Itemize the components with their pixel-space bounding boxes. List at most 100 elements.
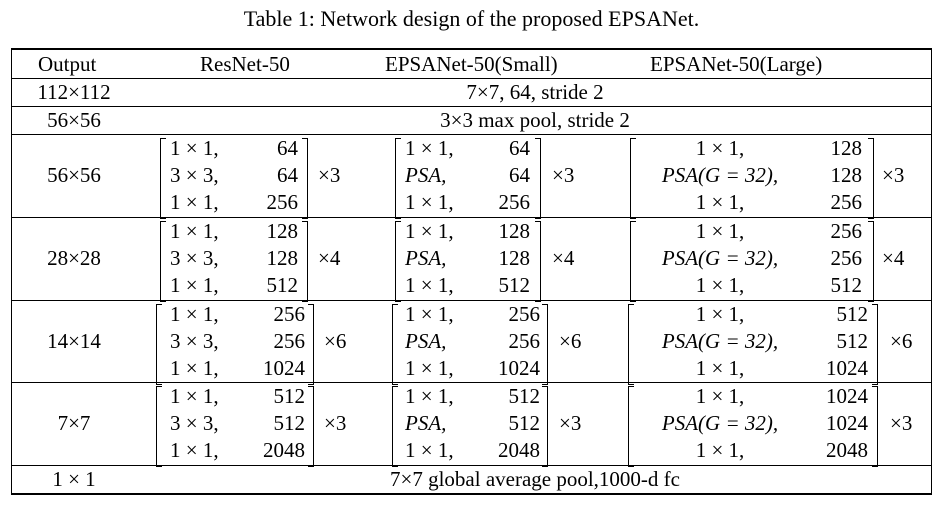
header-large: EPSANet-50(Large) xyxy=(650,52,823,76)
matrix-left-bracket xyxy=(392,386,398,467)
matrix-cell-channels: 256 xyxy=(830,246,863,270)
matrix-right-bracket xyxy=(872,386,878,467)
repeat-count: ×3 xyxy=(552,163,575,187)
matrix-cell-op: 1 × 1, xyxy=(405,273,454,297)
matrix-cell-channels: 1024 xyxy=(826,384,868,408)
matrix-cell-op: 1 × 1, xyxy=(695,273,745,297)
matrix-cell-channels: 128 xyxy=(830,136,863,160)
matrix-cell-op: 1 × 1, xyxy=(405,438,454,462)
header-output: Output xyxy=(38,52,97,76)
repeat-count: ×4 xyxy=(318,246,341,270)
matrix-cell-channels: 512 xyxy=(830,273,863,297)
top-rule xyxy=(11,48,932,50)
matrix-left-bracket xyxy=(395,221,401,302)
matrix-left-bracket xyxy=(392,304,398,385)
matrix-cell-channels: 512 xyxy=(508,384,541,408)
matrix-cell-channels: 256 xyxy=(830,190,863,214)
row-span-text: 7×7, 64, stride 2 xyxy=(466,80,604,104)
row-output-label: 1 × 1 xyxy=(52,467,96,491)
repeat-count: ×6 xyxy=(324,329,347,353)
stage-output-label: 14×14 xyxy=(47,329,101,353)
matrix-cell-op: PSA, xyxy=(405,411,447,435)
matrix-cell-channels: 256 xyxy=(508,302,541,326)
matrix-cell-channels: 256 xyxy=(830,219,863,243)
matrix-right-bracket xyxy=(302,138,308,219)
matrix-left-bracket xyxy=(395,138,401,219)
row-rule xyxy=(11,217,932,218)
matrix-cell-op: 1 × 1, xyxy=(405,190,454,214)
matrix-cell-channels: 128 xyxy=(498,246,531,270)
matrix-left-bracket xyxy=(160,221,166,302)
matrix-right-bracket xyxy=(535,138,541,219)
matrix-cell-channels: 256 xyxy=(266,190,299,214)
matrix-cell-channels: 2048 xyxy=(498,438,540,462)
header-small: EPSANet-50(Small) xyxy=(385,52,558,76)
matrix-cell-op: 1 × 1, xyxy=(405,302,454,326)
matrix-cell-channels: 1024 xyxy=(263,356,305,380)
matrix-left-bracket xyxy=(156,304,162,385)
matrix-right-bracket xyxy=(308,386,314,467)
matrix-cell-op: PSA, xyxy=(405,246,447,270)
row-rule xyxy=(11,134,932,135)
row-rule xyxy=(11,300,932,301)
repeat-count: ×6 xyxy=(890,329,913,353)
matrix-cell-op: 1 × 1, xyxy=(695,219,745,243)
matrix-cell-op: 1 × 1, xyxy=(170,356,219,380)
matrix-cell-op: 1 × 1, xyxy=(170,219,219,243)
row-output-label: 56×56 xyxy=(47,108,101,132)
header-resnet: ResNet-50 xyxy=(200,52,290,76)
row-rule xyxy=(11,382,932,383)
matrix-cell-channels: 128 xyxy=(266,219,299,243)
matrix-left-bracket xyxy=(156,386,162,467)
matrix-right-bracket xyxy=(302,221,308,302)
repeat-count: ×3 xyxy=(559,411,582,435)
matrix-right-bracket xyxy=(542,386,548,467)
matrix-cell-channels: 512 xyxy=(836,329,869,353)
matrix-cell-op: 1 × 1, xyxy=(405,219,454,243)
bottom-rule xyxy=(11,493,932,495)
matrix-cell-op: 3 × 3, xyxy=(170,411,219,435)
matrix-cell-op: PSA(G = 32), xyxy=(661,329,779,353)
matrix-cell-op: 1 × 1, xyxy=(170,384,219,408)
matrix-cell-op: PSA, xyxy=(405,329,447,353)
row-span-text: 3×3 max pool, stride 2 xyxy=(440,108,630,132)
stage-output-label: 56×56 xyxy=(47,163,101,187)
repeat-count: ×3 xyxy=(318,163,341,187)
matrix-cell-channels: 1024 xyxy=(826,411,868,435)
matrix-cell-channels: 512 xyxy=(273,384,306,408)
matrix-cell-channels: 128 xyxy=(498,219,531,243)
matrix-cell-op: 1 × 1, xyxy=(695,136,745,160)
matrix-cell-op: PSA(G = 32), xyxy=(661,411,779,435)
row-output-label: 112×112 xyxy=(37,80,111,104)
repeat-count: ×3 xyxy=(890,411,913,435)
matrix-right-bracket xyxy=(308,304,314,385)
matrix-cell-channels: 1024 xyxy=(826,356,868,380)
repeat-count: ×4 xyxy=(552,246,575,270)
matrix-cell-channels: 512 xyxy=(498,273,531,297)
repeat-count: ×3 xyxy=(882,163,905,187)
matrix-cell-channels: 64 xyxy=(509,163,530,187)
row-rule xyxy=(11,465,932,466)
matrix-cell-channels: 512 xyxy=(266,273,299,297)
matrix-left-bracket xyxy=(630,138,636,219)
stage-output-label: 7×7 xyxy=(57,411,91,435)
matrix-cell-op: 1 × 1, xyxy=(170,273,219,297)
matrix-right-bracket xyxy=(868,221,874,302)
matrix-cell-channels: 64 xyxy=(277,136,298,160)
matrix-cell-op: 1 × 1, xyxy=(695,384,745,408)
matrix-cell-op: 1 × 1, xyxy=(695,438,745,462)
matrix-cell-channels: 2048 xyxy=(263,438,305,462)
matrix-cell-op: 1 × 1, xyxy=(170,190,219,214)
matrix-cell-op: 1 × 1, xyxy=(405,136,454,160)
repeat-count: ×3 xyxy=(324,411,347,435)
matrix-cell-op: 1 × 1, xyxy=(405,356,454,380)
matrix-cell-op: PSA(G = 32), xyxy=(661,246,779,270)
matrix-left-bracket xyxy=(160,138,166,219)
matrix-cell-channels: 64 xyxy=(509,136,530,160)
stage-output-label: 28×28 xyxy=(47,246,101,270)
column-rule xyxy=(11,48,12,495)
matrix-cell-op: 1 × 1, xyxy=(695,190,745,214)
matrix-cell-channels: 256 xyxy=(498,190,531,214)
matrix-cell-channels: 1024 xyxy=(498,356,540,380)
matrix-cell-channels: 512 xyxy=(273,411,306,435)
